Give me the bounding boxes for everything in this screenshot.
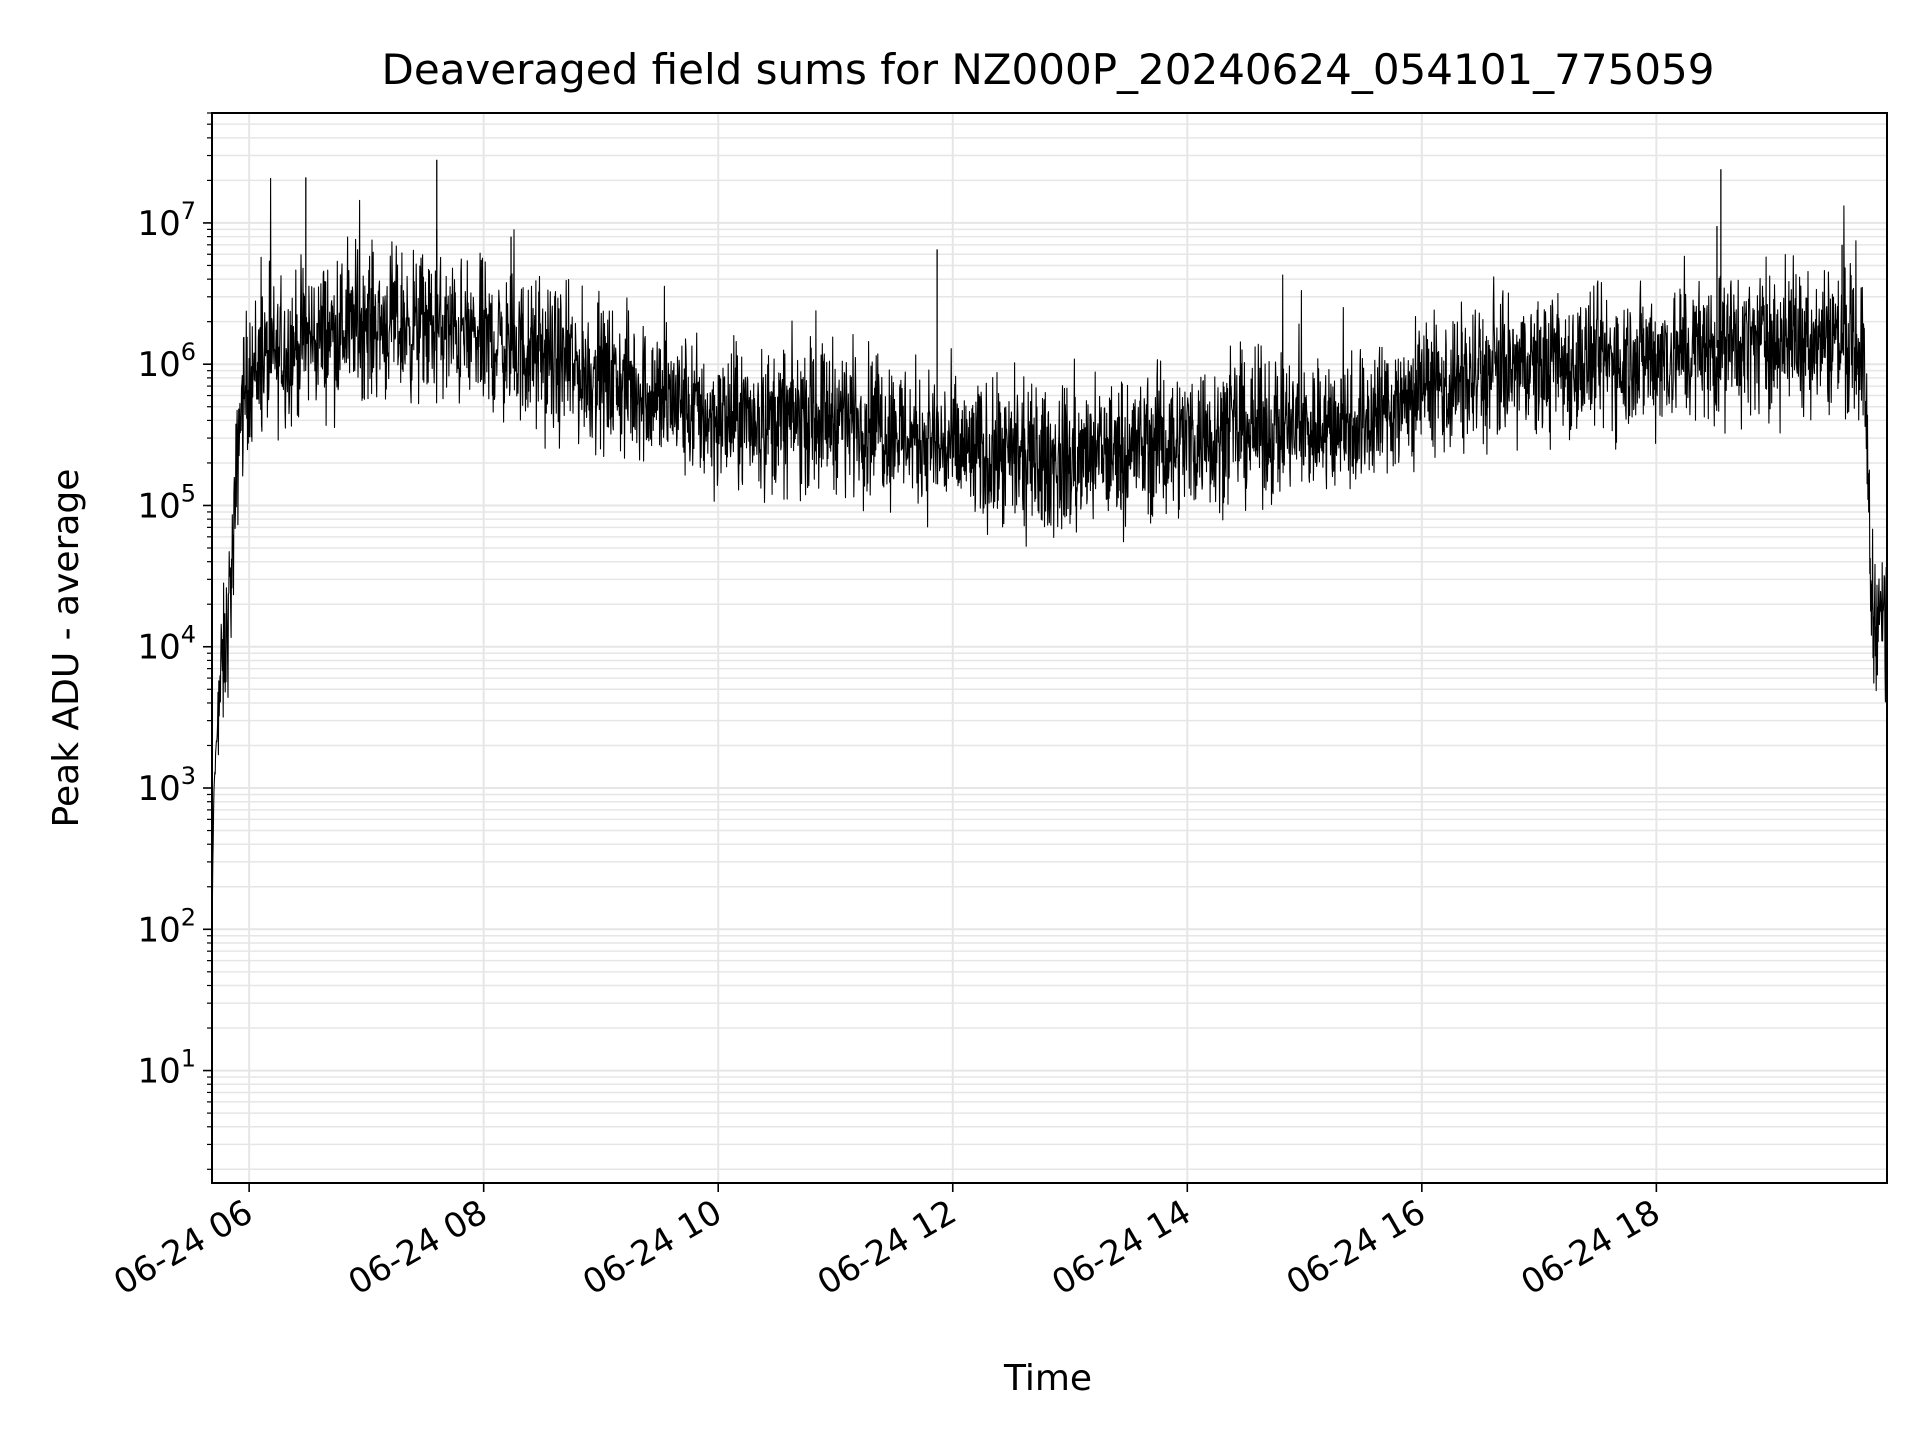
y-axis: 101 102 103 104 105 106 107 bbox=[137, 112, 212, 1170]
series-layer bbox=[211, 159, 1888, 929]
y-tick-label: 105 bbox=[137, 479, 196, 526]
grid-lines bbox=[212, 112, 1887, 1183]
y-tick-label: 107 bbox=[137, 197, 196, 244]
y-tick-label: 103 bbox=[137, 762, 196, 809]
y-tick-label: 101 bbox=[137, 1045, 196, 1092]
chart-title: Deaveraged field sums for NZ000P_2024062… bbox=[382, 45, 1715, 94]
y-tick-label: 104 bbox=[137, 621, 196, 668]
plot-frame bbox=[211, 112, 1888, 1184]
series-line bbox=[211, 177, 1888, 929]
y-axis-label: Peak ADU - average bbox=[46, 469, 87, 828]
y-tick-label: 102 bbox=[137, 903, 196, 950]
x-axis-label: Time bbox=[1003, 1358, 1092, 1399]
y-tick-label: 106 bbox=[137, 338, 196, 385]
